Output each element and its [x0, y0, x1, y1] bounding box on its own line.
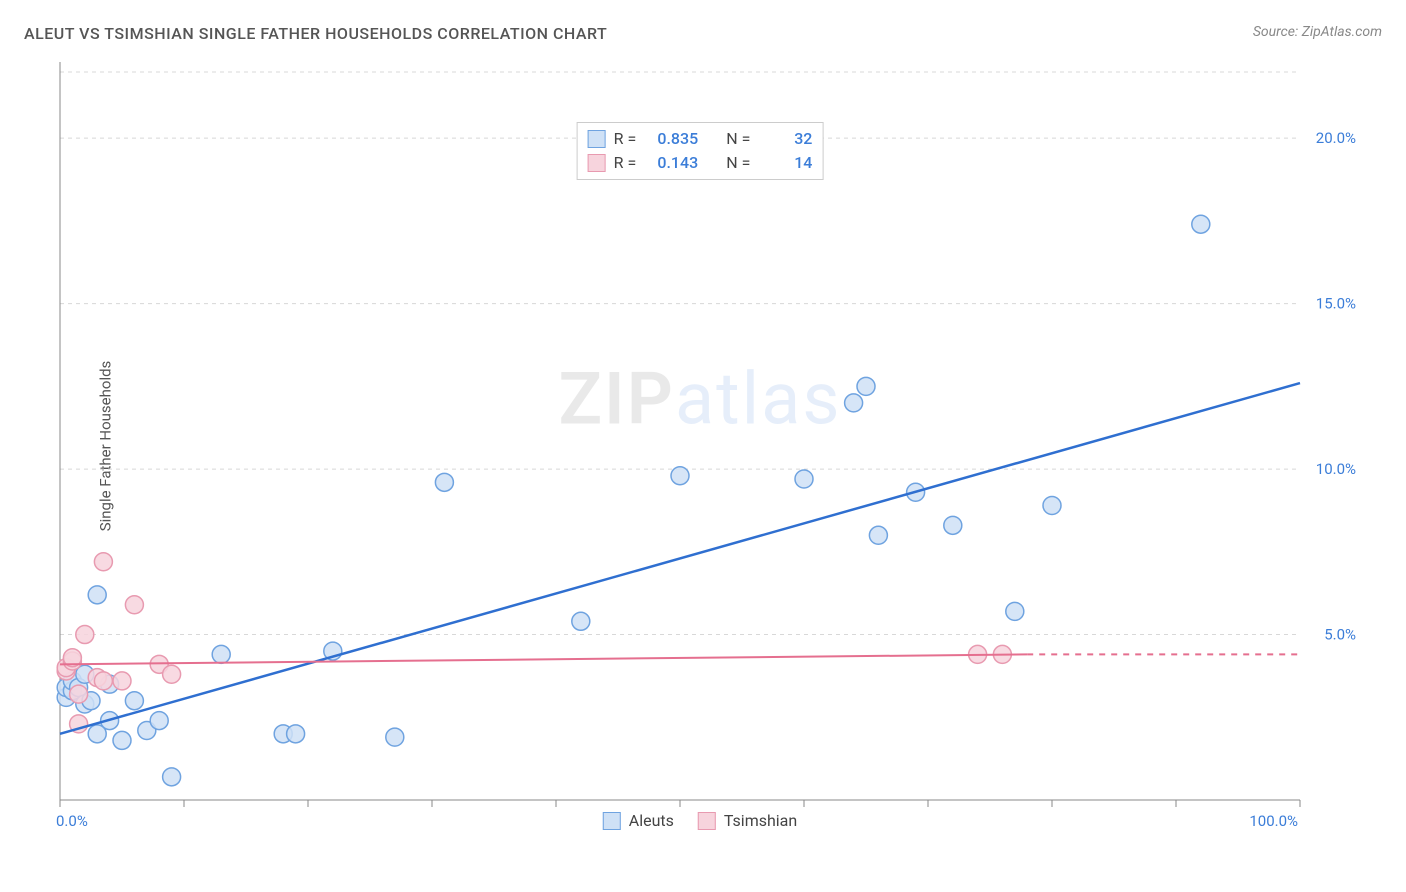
scatter-point [845, 394, 863, 412]
y-tick-label: 10.0% [1316, 460, 1356, 478]
scatter-point [163, 768, 181, 786]
scatter-point [94, 672, 112, 690]
scatter-point [70, 685, 88, 703]
plot-area: 5.0%10.0%15.0%20.0% ZIPatlas R =0.835N =… [60, 60, 1340, 830]
scatter-point [1043, 496, 1061, 514]
scatter-point [76, 626, 94, 644]
scatter-point [671, 467, 689, 485]
scatter-point [125, 692, 143, 710]
scatter-point [113, 731, 131, 749]
y-tick-label: 15.0% [1316, 295, 1356, 313]
n-value: 14 [758, 151, 812, 175]
scatter-point [113, 672, 131, 690]
scatter-point [435, 473, 453, 491]
n-label: N = [726, 151, 750, 175]
legend-swatch [698, 812, 716, 830]
scatter-point [869, 526, 887, 544]
scatter-point [150, 712, 168, 730]
y-tick-label: 5.0% [1324, 626, 1356, 644]
scatter-point [795, 470, 813, 488]
legend-item: Tsimshian [698, 811, 797, 830]
n-label: N = [726, 127, 750, 151]
y-tick-label: 20.0% [1316, 129, 1356, 147]
scatter-point [572, 612, 590, 630]
r-value: 0.835 [644, 127, 698, 151]
scatter-point [1006, 602, 1024, 620]
chart-container: ALEUT VS TSIMSHIAN SINGLE FATHER HOUSEHO… [0, 0, 1406, 892]
correlation-legend: R = 0.835 N = 32 R = 0.143 N = 14 [577, 122, 824, 180]
scatter-point [857, 377, 875, 395]
legend-item: Aleuts [603, 811, 674, 830]
x-axis-max-label: 100.0% [1249, 812, 1298, 830]
scatter-point [125, 596, 143, 614]
r-value: 0.143 [644, 151, 698, 175]
source-attribution: Source: ZipAtlas.com [1253, 24, 1382, 40]
source-name: ZipAtlas.com [1302, 24, 1382, 40]
scatter-point [1192, 215, 1210, 233]
legend-swatch [588, 130, 606, 148]
scatter-point [163, 665, 181, 683]
series-legend: Aleuts Tsimshian [603, 811, 797, 830]
correlation-row: R = 0.143 N = 14 [588, 151, 813, 175]
scatter-point [212, 645, 230, 663]
chart-title: ALEUT VS TSIMSHIAN SINGLE FATHER HOUSEHO… [24, 24, 607, 43]
scatter-point [88, 586, 106, 604]
r-label: R = [614, 127, 637, 151]
regression-line [60, 383, 1300, 734]
legend-swatch [603, 812, 621, 830]
x-axis-min-label: 0.0% [56, 812, 88, 830]
correlation-row: R = 0.835 N = 32 [588, 127, 813, 151]
scatter-point [287, 725, 305, 743]
legend-swatch [588, 154, 606, 172]
n-value: 32 [758, 127, 812, 151]
regression-line [60, 654, 1027, 664]
legend-label: Aleuts [629, 811, 674, 830]
legend-label: Tsimshian [724, 811, 797, 830]
scatter-point [944, 516, 962, 534]
scatter-point [94, 553, 112, 571]
r-label: R = [614, 151, 637, 175]
source-label: Source: [1253, 24, 1298, 40]
scatter-point [386, 728, 404, 746]
